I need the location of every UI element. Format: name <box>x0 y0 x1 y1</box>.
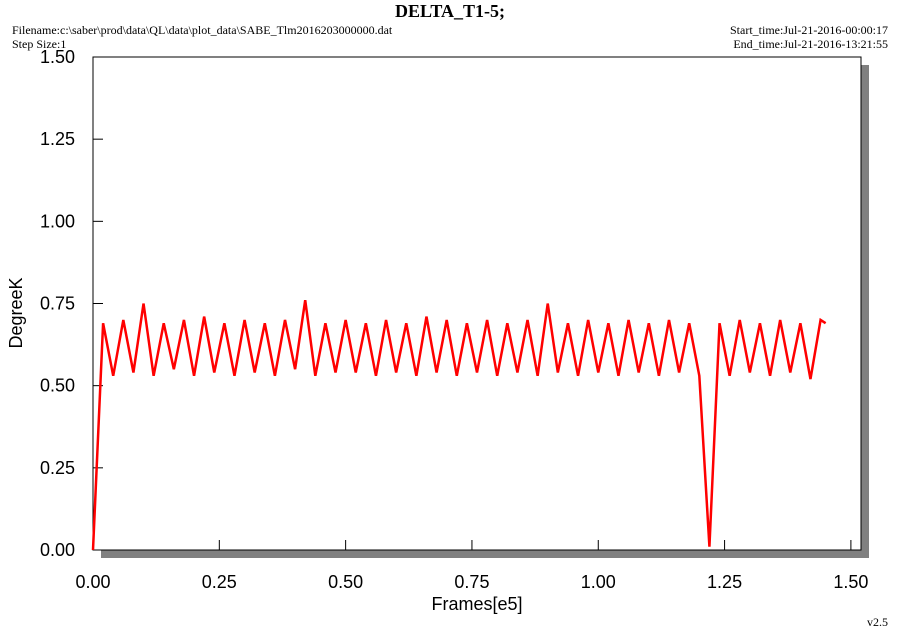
start-time: Start_time:Jul-21-2016-00:00:17 <box>730 23 888 37</box>
x-tick-label: 0.25 <box>202 572 237 592</box>
data-line <box>91 300 827 551</box>
y-tick-label: 0.50 <box>40 376 75 396</box>
y-tick-label: 1.25 <box>40 129 75 149</box>
y-tick-label: 1.00 <box>40 211 75 231</box>
version: v2.5 <box>867 615 888 629</box>
plot-frame <box>92 56 862 551</box>
y-tick-label: 1.50 <box>40 47 75 67</box>
x-tick-label: 1.50 <box>833 572 868 592</box>
y-tick-label: 0.25 <box>40 458 75 478</box>
x-tick-label: 0.75 <box>454 572 489 592</box>
y-axis-label: DegreeK <box>6 277 26 348</box>
x-tick-label: 0.00 <box>75 572 110 592</box>
y-tick-label: 0.75 <box>40 294 75 314</box>
x-axis-label: Frames[e5] <box>431 594 522 614</box>
step-size: Step Size:1 <box>12 37 66 51</box>
x-tick-label: 1.25 <box>707 572 742 592</box>
x-tick-label: 0.50 <box>328 572 363 592</box>
chart-title: DELTA_T1-5; <box>395 1 505 21</box>
end-time: End_time:Jul-21-2016-13:21:55 <box>733 37 888 51</box>
y-tick-label: 0.00 <box>40 540 75 560</box>
x-tick-label: 1.00 <box>581 572 616 592</box>
filename: Filename:c:\saber\prod\data\QL\data\plot… <box>12 23 393 37</box>
